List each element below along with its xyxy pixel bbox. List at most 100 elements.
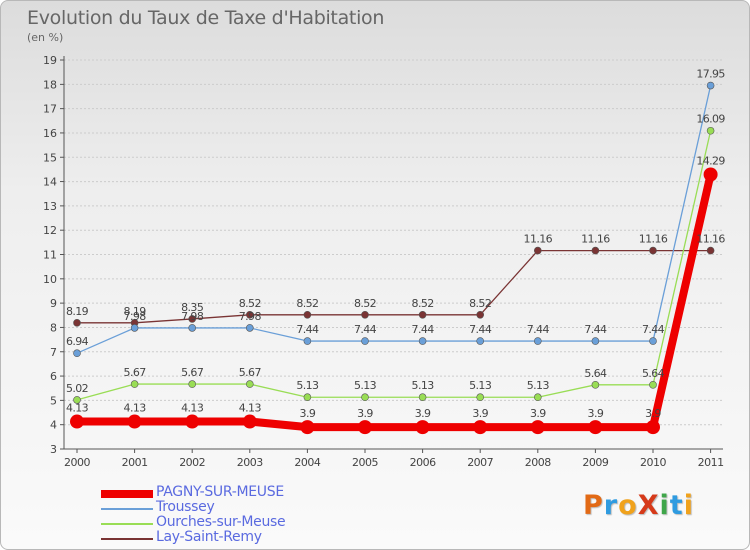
logo-letter: P <box>583 490 604 521</box>
data-point <box>646 420 660 435</box>
x-tick-label: 2005 <box>352 456 378 469</box>
logo-letter: X <box>637 490 660 521</box>
legend-label: Troussey <box>156 499 215 515</box>
y-tick-label: 13 <box>43 200 57 213</box>
data-point <box>588 420 603 435</box>
x-tick-label: 2000 <box>64 456 90 469</box>
data-labels: 5.02 5.67 5.67 5.67 5.13 5.13 5.13 5.13 5.13 5.64… <box>66 113 726 395</box>
data-label: 8.52 <box>354 297 376 310</box>
data-label: 8.35 <box>181 301 204 314</box>
data-label: 3.9 <box>588 407 604 420</box>
y-tick-label: 6 <box>50 370 57 383</box>
data-point <box>303 310 312 319</box>
data-label: 7.44 <box>296 323 319 336</box>
data-label: 11.16 <box>639 233 668 246</box>
data-label: 5.13 <box>412 379 435 392</box>
x-tick-label: 2001 <box>122 456 148 469</box>
y-tick-label: 14 <box>43 176 57 189</box>
y-tick-label: 9 <box>50 297 57 310</box>
data-label: 5.13 <box>469 379 492 392</box>
data-label: 4.13 <box>239 402 262 415</box>
data-point <box>591 246 600 255</box>
data-point <box>130 380 139 388</box>
x-tick-label: 2006 <box>410 456 436 469</box>
legend-swatch <box>101 490 153 498</box>
legend-item: Ourches-sur-Meuse <box>101 514 361 532</box>
x-tick-label: 2004 <box>294 456 320 469</box>
data-point <box>246 324 254 332</box>
legend-swatch <box>101 508 153 510</box>
series-ourches-sur-meuse <box>73 126 715 404</box>
logo-letter: i <box>659 490 670 521</box>
data-label: 8.52 <box>296 297 318 310</box>
data-label: 11.16 <box>696 233 725 246</box>
data-point <box>185 414 200 429</box>
data-label: 5.64 <box>584 367 607 380</box>
data-point <box>127 414 142 429</box>
series-line <box>76 130 712 401</box>
data-point <box>649 246 657 255</box>
data-point <box>591 381 600 389</box>
data-label: 16.09 <box>696 113 725 126</box>
x-tick-label: 2002 <box>179 456 205 469</box>
data-point <box>73 319 81 327</box>
data-point <box>130 324 139 332</box>
data-label: 17.95 <box>696 68 725 81</box>
data-point <box>358 420 372 435</box>
data-label: 5.13 <box>527 379 550 392</box>
data-point <box>300 420 315 435</box>
series-troussey <box>73 81 715 358</box>
data-label: 7.44 <box>642 323 665 336</box>
y-tick-label: 15 <box>43 151 57 164</box>
data-label: 3.9 <box>645 407 661 420</box>
data-point <box>418 393 427 402</box>
y-tick-label: 10 <box>43 273 57 286</box>
x-tick-label: 2010 <box>640 456 666 469</box>
data-point <box>706 246 715 255</box>
data-label: 8.52 <box>412 297 434 310</box>
data-label: 7.98 <box>124 310 147 323</box>
data-label: 5.67 <box>124 366 147 379</box>
unit-label: (en %) <box>27 31 64 44</box>
data-label: 5.13 <box>296 379 319 392</box>
data-label: 7.44 <box>584 323 607 336</box>
y-tick-label: 5 <box>50 394 57 407</box>
chart-title: Evolution du Taux de Taxe d'Habitation <box>27 7 385 29</box>
data-point <box>73 396 81 404</box>
data-label: 3.9 <box>530 407 546 420</box>
data-labels: 6.94 7.98 7.98 7.98 7.44 7.44 7.44 7.44 7.44 7.44… <box>66 68 726 349</box>
data-label: 14.29 <box>696 155 725 168</box>
data-label: 7.44 <box>527 323 550 336</box>
y-tick-label: 7 <box>50 346 57 359</box>
data-label: 6.94 <box>66 335 89 348</box>
logo-letter: i <box>683 490 694 521</box>
data-point <box>361 393 369 402</box>
data-point <box>476 310 485 319</box>
data-point <box>649 381 657 389</box>
data-point <box>303 337 312 345</box>
y-tick-label: 8 <box>50 321 57 334</box>
data-point <box>188 315 196 323</box>
data-point <box>473 420 488 435</box>
data-point <box>533 337 542 345</box>
data-label: 7.98 <box>181 310 204 323</box>
data-point <box>188 324 196 332</box>
y-tick-label: 16 <box>43 127 57 140</box>
data-point <box>533 393 542 402</box>
data-label: 8.19 <box>66 305 89 318</box>
grid: 3 4 5 6 7 8 9 10 11 12 13 14 15 16 17 18 19 <box>43 54 723 456</box>
y-tick-label: 17 <box>43 103 57 116</box>
data-label: 5.67 <box>239 366 262 379</box>
x-tick-label: 2011 <box>698 456 724 469</box>
data-point <box>706 126 715 135</box>
logo-letter: r <box>603 490 619 521</box>
x-tick-label: 2009 <box>582 456 608 469</box>
data-point <box>418 337 427 345</box>
legend-swatch <box>101 523 153 525</box>
data-label: 11.16 <box>524 233 553 246</box>
data-point <box>246 310 254 319</box>
data-point <box>533 246 542 255</box>
logo-letter: t <box>669 490 684 521</box>
data-point <box>73 349 81 358</box>
data-label: 8.52 <box>239 297 261 310</box>
